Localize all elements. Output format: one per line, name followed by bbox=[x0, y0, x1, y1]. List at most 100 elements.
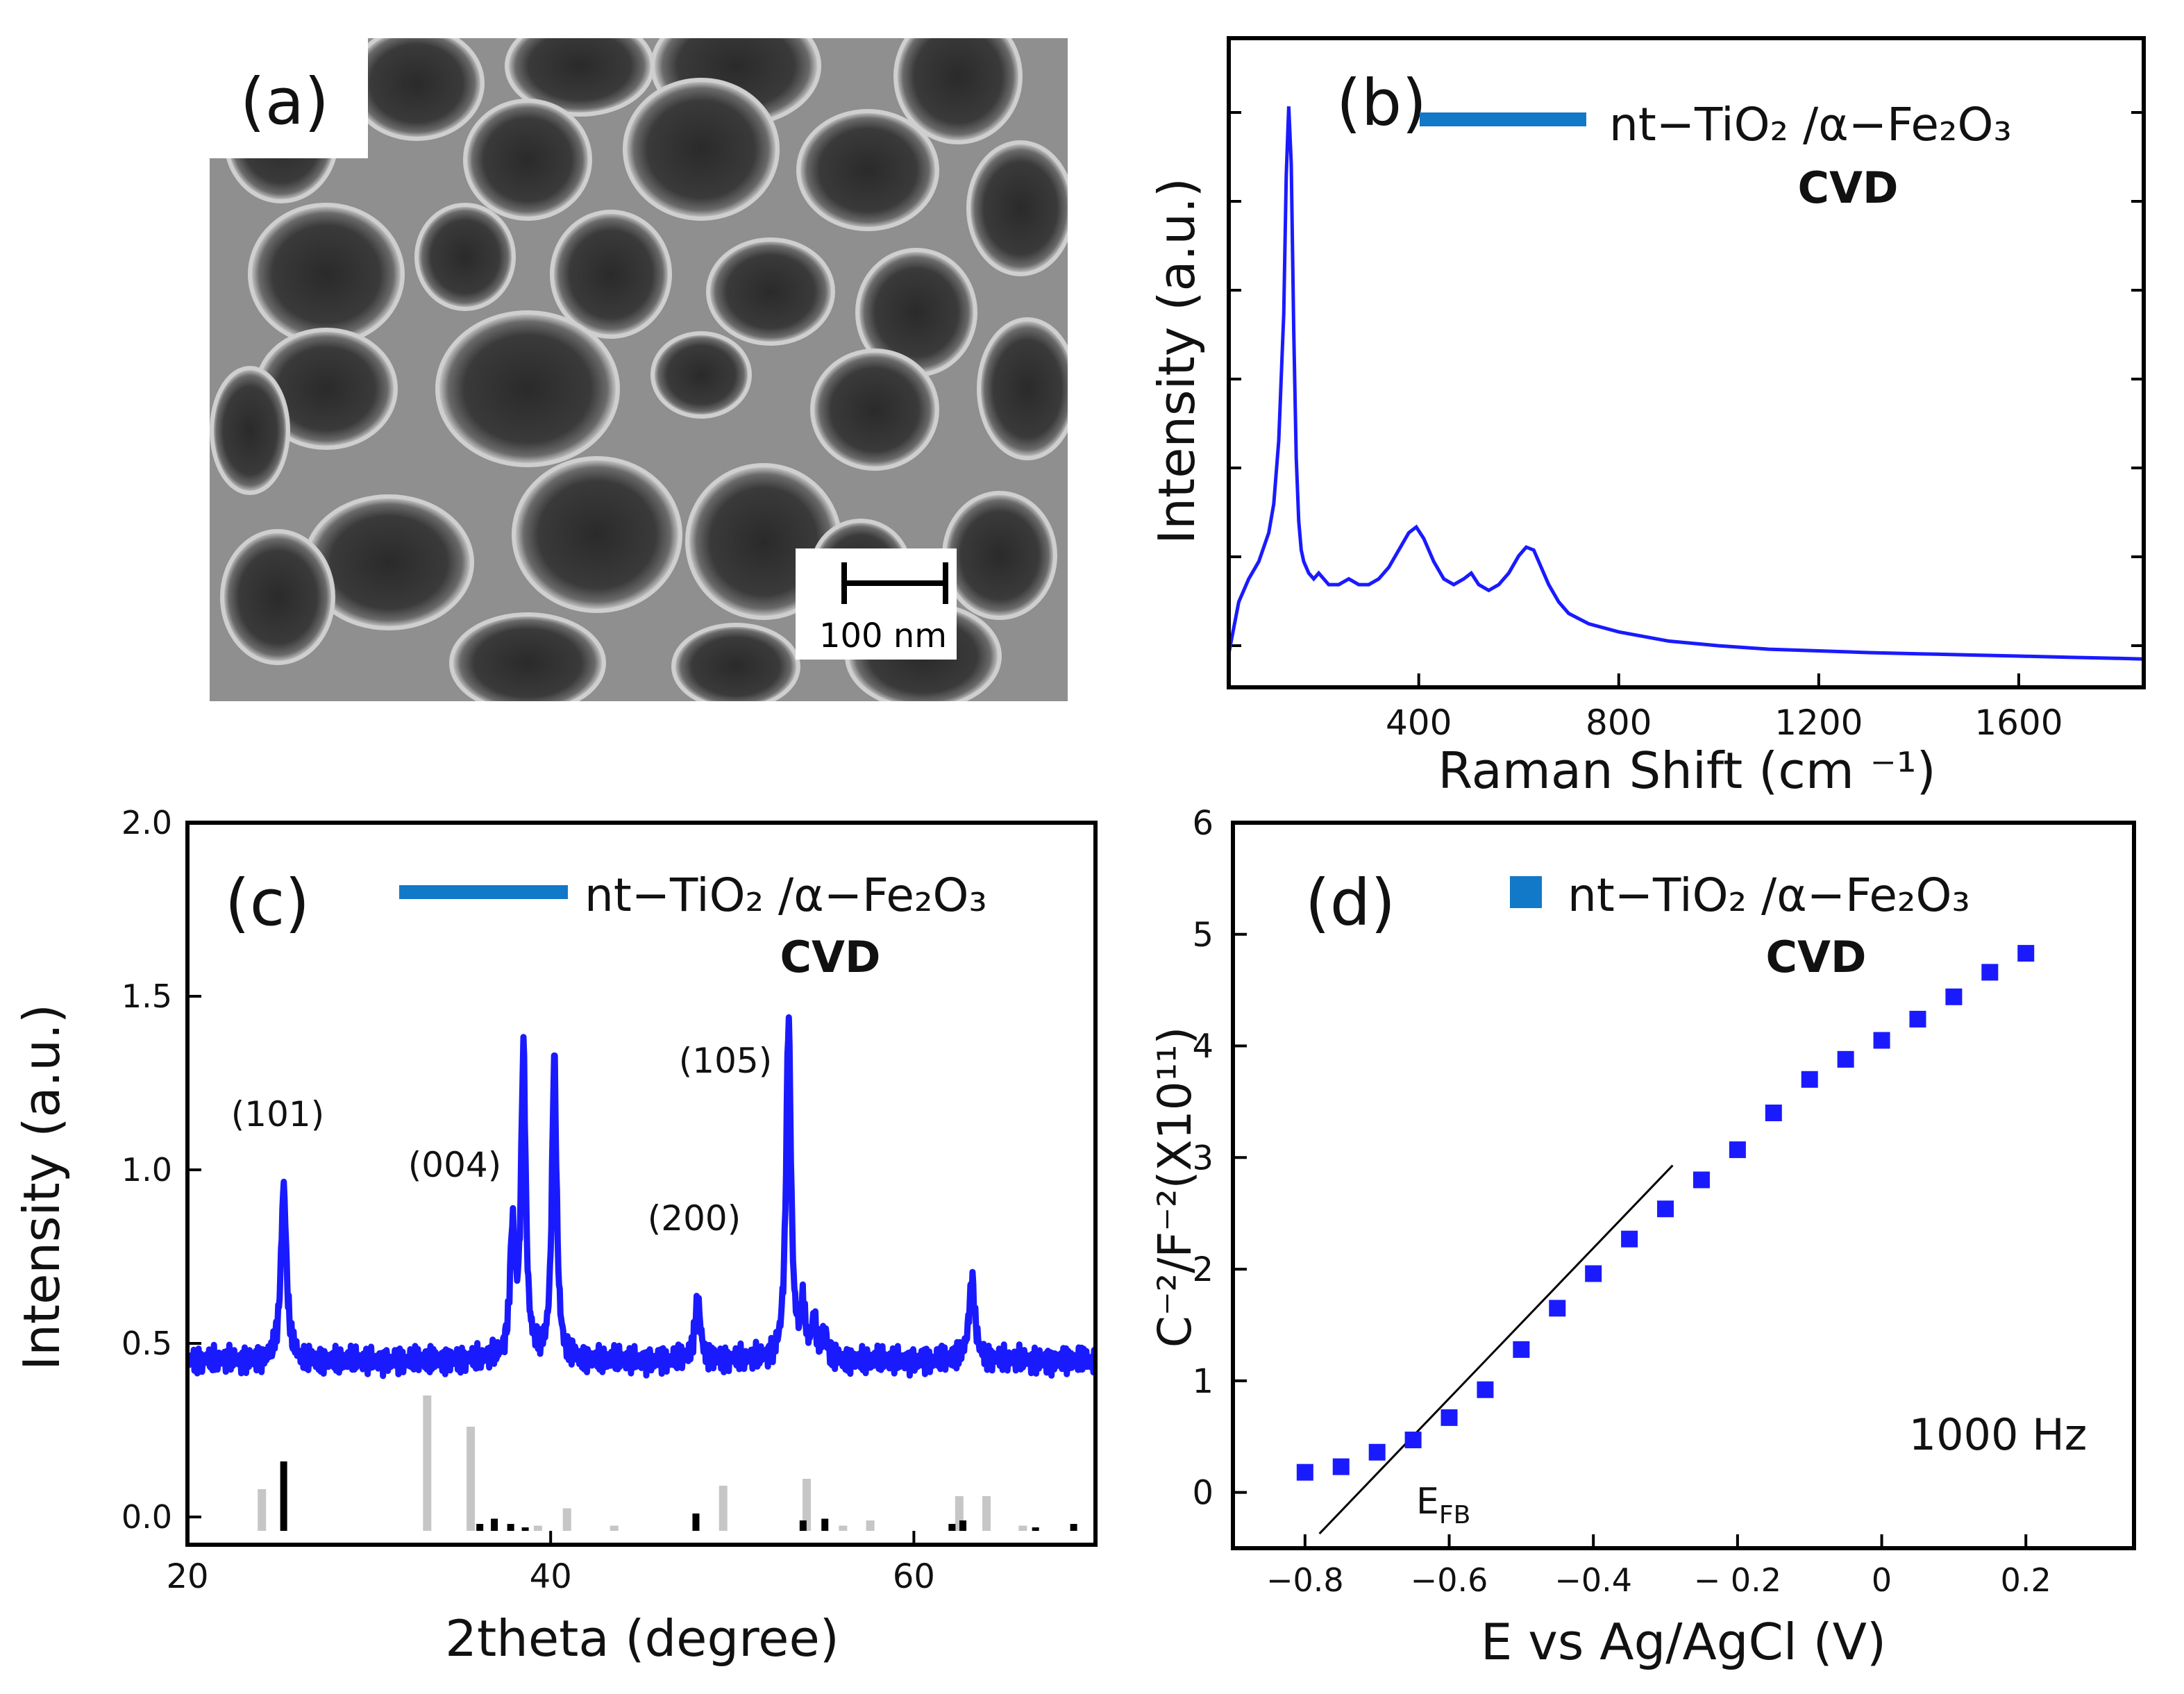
mott-schottky-point bbox=[1621, 1230, 1638, 1248]
panel-d-y-tick-label: 0 bbox=[1192, 1474, 1213, 1513]
sem-pore bbox=[966, 140, 1068, 276]
mott-schottky-point bbox=[1657, 1200, 1674, 1218]
sem-pore bbox=[893, 38, 1023, 144]
mott-schottky-point bbox=[1513, 1341, 1530, 1358]
panel-b-x-tick-label: 1200 bbox=[1774, 703, 1863, 743]
mott-schottky-point bbox=[1404, 1432, 1422, 1449]
scale-bar-label: 100 nm bbox=[819, 617, 947, 655]
panel-d-x-tick-label: 0.2 bbox=[2001, 1561, 2051, 1599]
mott-schottky-point bbox=[1765, 1105, 1782, 1121]
sem-pore bbox=[942, 491, 1057, 620]
sem-pore bbox=[796, 109, 939, 231]
reference-bar-gray bbox=[866, 1520, 875, 1531]
panel-c-y-tick-label: 0.0 bbox=[121, 1498, 172, 1536]
reference-bar-black bbox=[507, 1524, 514, 1531]
panel-c-x-tick-label: 60 bbox=[893, 1557, 935, 1596]
reference-bar-black bbox=[799, 1520, 807, 1531]
mott-schottky-point bbox=[2017, 945, 2035, 962]
mott-schottky-point bbox=[1873, 1032, 1890, 1049]
mott-schottky-point bbox=[1981, 964, 1999, 981]
sem-pore bbox=[414, 203, 516, 311]
sem-pore bbox=[512, 456, 682, 613]
scale-bar bbox=[841, 562, 948, 604]
panel-d-frame bbox=[1231, 821, 2136, 1550]
panel-d-y-tick-label: 6 bbox=[1192, 804, 1213, 843]
reference-bar-black bbox=[491, 1518, 498, 1531]
peak-annotation: (105) bbox=[679, 1041, 772, 1081]
mott-schottky-point bbox=[1837, 1050, 1854, 1068]
panel-c-y-tick-label: 1.5 bbox=[121, 978, 172, 1015]
raman-series-line bbox=[1229, 106, 2144, 661]
mott-schottky-point bbox=[1477, 1381, 1494, 1398]
panel-b-legend-label: nt−TiO₂ /α−Fe₂O₃ bbox=[1609, 98, 2012, 151]
panel-c-y-tick-label: 2.0 bbox=[121, 804, 172, 841]
panel-d-x-axis-label: E vs Ag/AgCl (V) bbox=[1481, 1613, 1886, 1671]
panel-c-x-tick-label: 20 bbox=[166, 1557, 208, 1596]
panel-d-y-axis-label: C⁻²/F⁻²(X10¹¹) bbox=[1148, 1027, 1202, 1348]
panel-a-label: (a) bbox=[240, 65, 329, 139]
panel-c-x-axis-label: 2theta (degree) bbox=[445, 1609, 839, 1668]
reference-bar-black bbox=[821, 1518, 829, 1531]
reference-bar-gray bbox=[467, 1427, 476, 1531]
reference-bar-gray bbox=[258, 1489, 267, 1531]
panel-c-legend-subtitle: CVD bbox=[780, 932, 881, 982]
panel-b-legend-subtitle: CVD bbox=[1798, 162, 1899, 213]
peak-annotation: (101) bbox=[231, 1094, 324, 1134]
reference-bar-gray bbox=[803, 1479, 812, 1531]
sem-pore bbox=[435, 310, 620, 467]
mott-schottky-point bbox=[1368, 1443, 1386, 1461]
panel-d-x-tick-label: −0.4 bbox=[1554, 1561, 1632, 1599]
panel-c-ticks: 0.0 0.5 1.0 1.5 2.0 20 40 60 bbox=[121, 804, 935, 1596]
panel-d-data-points bbox=[1296, 945, 2035, 1481]
mott-schottky-point bbox=[1296, 1464, 1313, 1481]
panel-c-y-axis-label: Intensity (a.u.) bbox=[12, 1004, 71, 1370]
panel-d-legend-label: nt−TiO₂ /α−Fe₂O₃ bbox=[1568, 869, 1970, 922]
panel-d-x-tick-label: − 0.2 bbox=[1694, 1561, 1781, 1599]
mott-schottky-point bbox=[1332, 1458, 1350, 1475]
reference-bar-gray bbox=[562, 1508, 571, 1531]
sem-pore bbox=[810, 349, 939, 471]
sem-pore bbox=[550, 210, 672, 339]
mott-schottky-point bbox=[1729, 1141, 1746, 1159]
panel-d-y-tick-label: 3 bbox=[1192, 1139, 1213, 1177]
xrd-series-line bbox=[187, 1014, 1095, 1379]
mott-schottky-point bbox=[1692, 1171, 1710, 1189]
panel-c-peak-annotations: (101) (004) (200) (105) bbox=[231, 1041, 772, 1239]
mott-schottky-point bbox=[1801, 1071, 1818, 1088]
panel-b-raman: 400 800 1200 1600 (b) nt−TiO₂ /α−Fe₂O₃ CVD … bbox=[1148, 36, 2146, 800]
panel-c-y-tick-label: 1.0 bbox=[121, 1151, 172, 1189]
sem-image bbox=[210, 38, 1068, 701]
sem-pore bbox=[449, 612, 606, 701]
reference-bar-gray bbox=[423, 1395, 432, 1531]
reference-bar-black bbox=[948, 1524, 956, 1531]
reference-bar-gray bbox=[719, 1486, 728, 1531]
panel-c-frame bbox=[185, 821, 1098, 1547]
mott-schottky-point bbox=[1945, 988, 1963, 1005]
reference-bar-black bbox=[692, 1513, 700, 1531]
sem-pore bbox=[220, 529, 335, 665]
mott-schottky-point bbox=[1585, 1265, 1602, 1282]
panel-d-mott-schottky: 0 1 2 3 4 5 6 −0.8 −0.6 −0.4 − 0.2 0 0.2 (d) nt−TiO₂… bbox=[1148, 804, 2136, 1671]
sem-pore bbox=[248, 203, 405, 346]
panel-c-legend-label: nt−TiO₂ /α−Fe₂O₃ bbox=[585, 869, 987, 922]
mott-schottky-point bbox=[1440, 1409, 1458, 1426]
reference-bar-gray bbox=[1018, 1525, 1027, 1531]
panel-b-x-tick-label: 800 bbox=[1586, 703, 1652, 743]
panel-d-legend-swatch bbox=[1510, 876, 1542, 908]
peak-annotation: (200) bbox=[648, 1198, 741, 1239]
panel-b-y-ticks bbox=[1229, 111, 2144, 647]
panel-c-label: (c) bbox=[225, 866, 310, 940]
reference-bar-gray bbox=[610, 1525, 619, 1531]
panel-a-sem: (a) 100 nm bbox=[201, 28, 1068, 701]
sem-pore bbox=[348, 38, 485, 141]
reference-bar-gray bbox=[533, 1525, 542, 1531]
panel-b-x-tick-label: 1600 bbox=[1974, 703, 2063, 743]
mott-schottky-point bbox=[1549, 1300, 1566, 1317]
reference-bar-black bbox=[1070, 1524, 1077, 1531]
panel-d-legend-subtitle: CVD bbox=[1766, 932, 1867, 982]
panel-d-label: (d) bbox=[1305, 866, 1395, 940]
panel-c-y-tick-label: 0.5 bbox=[121, 1325, 172, 1362]
panel-d-y-tick-label: 1 bbox=[1192, 1362, 1213, 1401]
peak-annotation: (004) bbox=[408, 1145, 501, 1185]
sem-pore bbox=[706, 237, 835, 346]
